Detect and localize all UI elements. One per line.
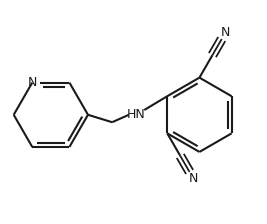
Text: N: N — [28, 76, 37, 89]
Text: N: N — [189, 172, 198, 185]
Text: N: N — [221, 26, 230, 39]
Text: HN: HN — [127, 108, 146, 121]
